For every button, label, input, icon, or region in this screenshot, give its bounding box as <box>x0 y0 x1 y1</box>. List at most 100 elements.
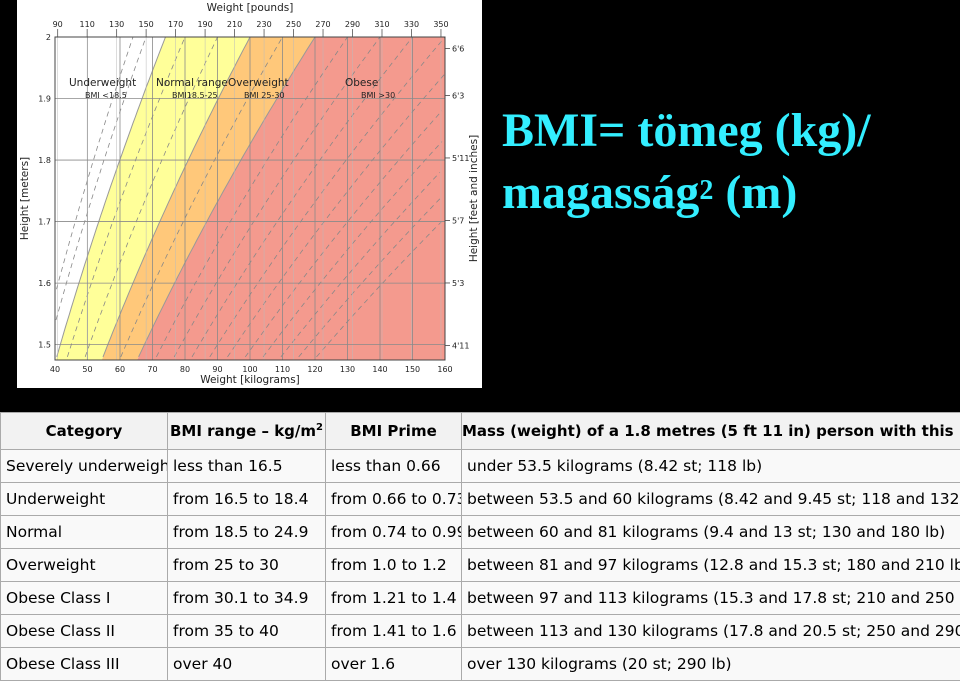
top-tick-label: 250 <box>286 20 301 29</box>
formula-line-1: BMI= tömeg (kg)/ <box>502 100 871 162</box>
cell-bmi-range: from 30.1 to 34.9 <box>168 582 326 615</box>
left-axis-title: Height [meters] <box>19 157 31 240</box>
formula-line-2: magasság2 (m) <box>502 162 871 224</box>
x-tick-label: 120 <box>307 365 322 374</box>
y-tick-label: 1.9 <box>38 95 51 104</box>
cell-category: Obese Class III <box>1 648 168 681</box>
cell-bmi-prime: from 0.74 to 0.99 <box>326 516 462 549</box>
cell-bmi-prime: from 0.66 to 0.73 <box>326 483 462 516</box>
cell-mass: between 97 and 113 kilograms (15.3 and 1… <box>462 582 960 615</box>
right-tick-label: 4'11 <box>452 341 469 350</box>
cell-bmi-range: from 35 to 40 <box>168 615 326 648</box>
formula-height-word: magasság <box>502 166 699 219</box>
bmi-chart: 40 50 60 70 80 90 100 110 120 130 140 150 160 90 110 13… <box>17 0 482 388</box>
bmi-category-table: Category BMI range – kg/m2 BMI Prime Mas… <box>0 412 960 681</box>
x-tick-label: 150 <box>405 365 420 374</box>
cell-category: Obese Class II <box>1 615 168 648</box>
cell-category: Underweight <box>1 483 168 516</box>
header-bmi-range: BMI range – kg/m2 <box>168 413 326 450</box>
cell-mass: between 113 and 130 kilograms (17.8 and … <box>462 615 960 648</box>
x-tick-label: 90 <box>212 365 222 374</box>
region-label: Obese <box>345 77 378 89</box>
x-tick-label: 80 <box>180 365 190 374</box>
table-header-row: Category BMI range – kg/m2 BMI Prime Mas… <box>1 413 960 450</box>
x-tick-label: 130 <box>340 365 355 374</box>
x-tick-label: 70 <box>147 365 157 374</box>
top-tick-label: 290 <box>345 20 360 29</box>
top-tick-label: 90 <box>53 20 63 29</box>
top-tick-label: 210 <box>227 20 242 29</box>
cell-bmi-prime: from 1.41 to 1.6 <box>326 615 462 648</box>
cell-bmi-range: from 16.5 to 18.4 <box>168 483 326 516</box>
formula-exponent: 2 <box>699 175 713 206</box>
right-tick-label: 5'7 <box>452 216 464 225</box>
right-tick-label: 5'3 <box>452 279 464 288</box>
region-label: Normal range <box>156 77 228 89</box>
formula-unit: (m) <box>713 166 797 219</box>
bmi-formula: BMI= tömeg (kg)/ magasság2 (m) <box>502 100 871 224</box>
right-tick-label: 6'3 <box>452 91 464 100</box>
right-tick-label: 6'6 <box>452 45 464 54</box>
cell-bmi-range: less than 16.5 <box>168 450 326 483</box>
top-tick-label: 310 <box>374 20 389 29</box>
top-axis-title: Weight [pounds] <box>207 2 294 14</box>
x-tick-label: 140 <box>372 365 387 374</box>
cell-bmi-range: from 25 to 30 <box>168 549 326 582</box>
cell-mass: between 81 and 97 kilograms (12.8 and 15… <box>462 549 960 582</box>
header-category: Category <box>1 413 168 450</box>
header-bmi-range-exponent: 2 <box>316 422 323 433</box>
bottom-axis-title: Weight [kilograms] <box>200 374 300 386</box>
region-range-label: BMI >30 <box>361 91 395 100</box>
top-tick-label: 170 <box>168 20 183 29</box>
cell-bmi-prime: from 1.0 to 1.2 <box>326 549 462 582</box>
cell-category: Normal <box>1 516 168 549</box>
cell-category: Obese Class I <box>1 582 168 615</box>
top-tick-label: 230 <box>256 20 271 29</box>
right-axis-title: Height [feet and inches] <box>468 135 480 262</box>
y-tick-label: 1.8 <box>38 156 51 165</box>
top-tick-label: 350 <box>433 20 448 29</box>
x-tick-label: 100 <box>242 365 257 374</box>
cell-mass: over 130 kilograms (20 st; 290 lb) <box>462 648 960 681</box>
region-label: Overweight <box>228 77 289 89</box>
cell-bmi-prime: less than 0.66 <box>326 450 462 483</box>
y-tick-label: 1.6 <box>38 279 51 288</box>
y-tick-label: 1.7 <box>38 218 51 227</box>
right-tick-label: 5'11 <box>452 154 469 163</box>
top-tick-label: 190 <box>197 20 212 29</box>
cell-bmi-range: from 18.5 to 24.9 <box>168 516 326 549</box>
x-tick-label: 160 <box>437 365 452 374</box>
cell-mass: between 53.5 and 60 kilograms (8.42 and … <box>462 483 960 516</box>
top-tick-label: 270 <box>315 20 330 29</box>
cell-category: Overweight <box>1 549 168 582</box>
top-tick-label: 130 <box>109 20 124 29</box>
x-tick-label: 50 <box>82 365 92 374</box>
header-bmi-range-text: BMI range – kg/m <box>170 422 316 440</box>
region-range-label: BMI18.5-25 <box>172 91 218 100</box>
x-tick-label: 110 <box>275 365 290 374</box>
cell-mass: between 60 and 81 kilograms (9.4 and 13 … <box>462 516 960 549</box>
x-tick-label: 60 <box>115 365 125 374</box>
bmi-chart-panel: 40 50 60 70 80 90 100 110 120 130 140 150 160 90 110 13… <box>17 0 482 388</box>
region-label: Underweight <box>69 77 136 89</box>
top-tick-label: 110 <box>80 20 95 29</box>
header-mass: Mass (weight) of a 1.8 metres (5 ft 11 i… <box>462 413 960 450</box>
cell-bmi-range: over 40 <box>168 648 326 681</box>
cell-bmi-prime: over 1.6 <box>326 648 462 681</box>
x-tick-label: 40 <box>50 365 60 374</box>
top-tick-label: 150 <box>138 20 153 29</box>
top-tick-label: 330 <box>404 20 419 29</box>
y-tick-label: 2 <box>46 33 51 42</box>
y-tick-label: 1.5 <box>38 341 51 350</box>
cell-mass: under 53.5 kilograms (8.42 st; 118 lb) <box>462 450 960 483</box>
region-range-label: BMI <18.5 <box>85 91 127 100</box>
cell-category: Severely underweight <box>1 450 168 483</box>
